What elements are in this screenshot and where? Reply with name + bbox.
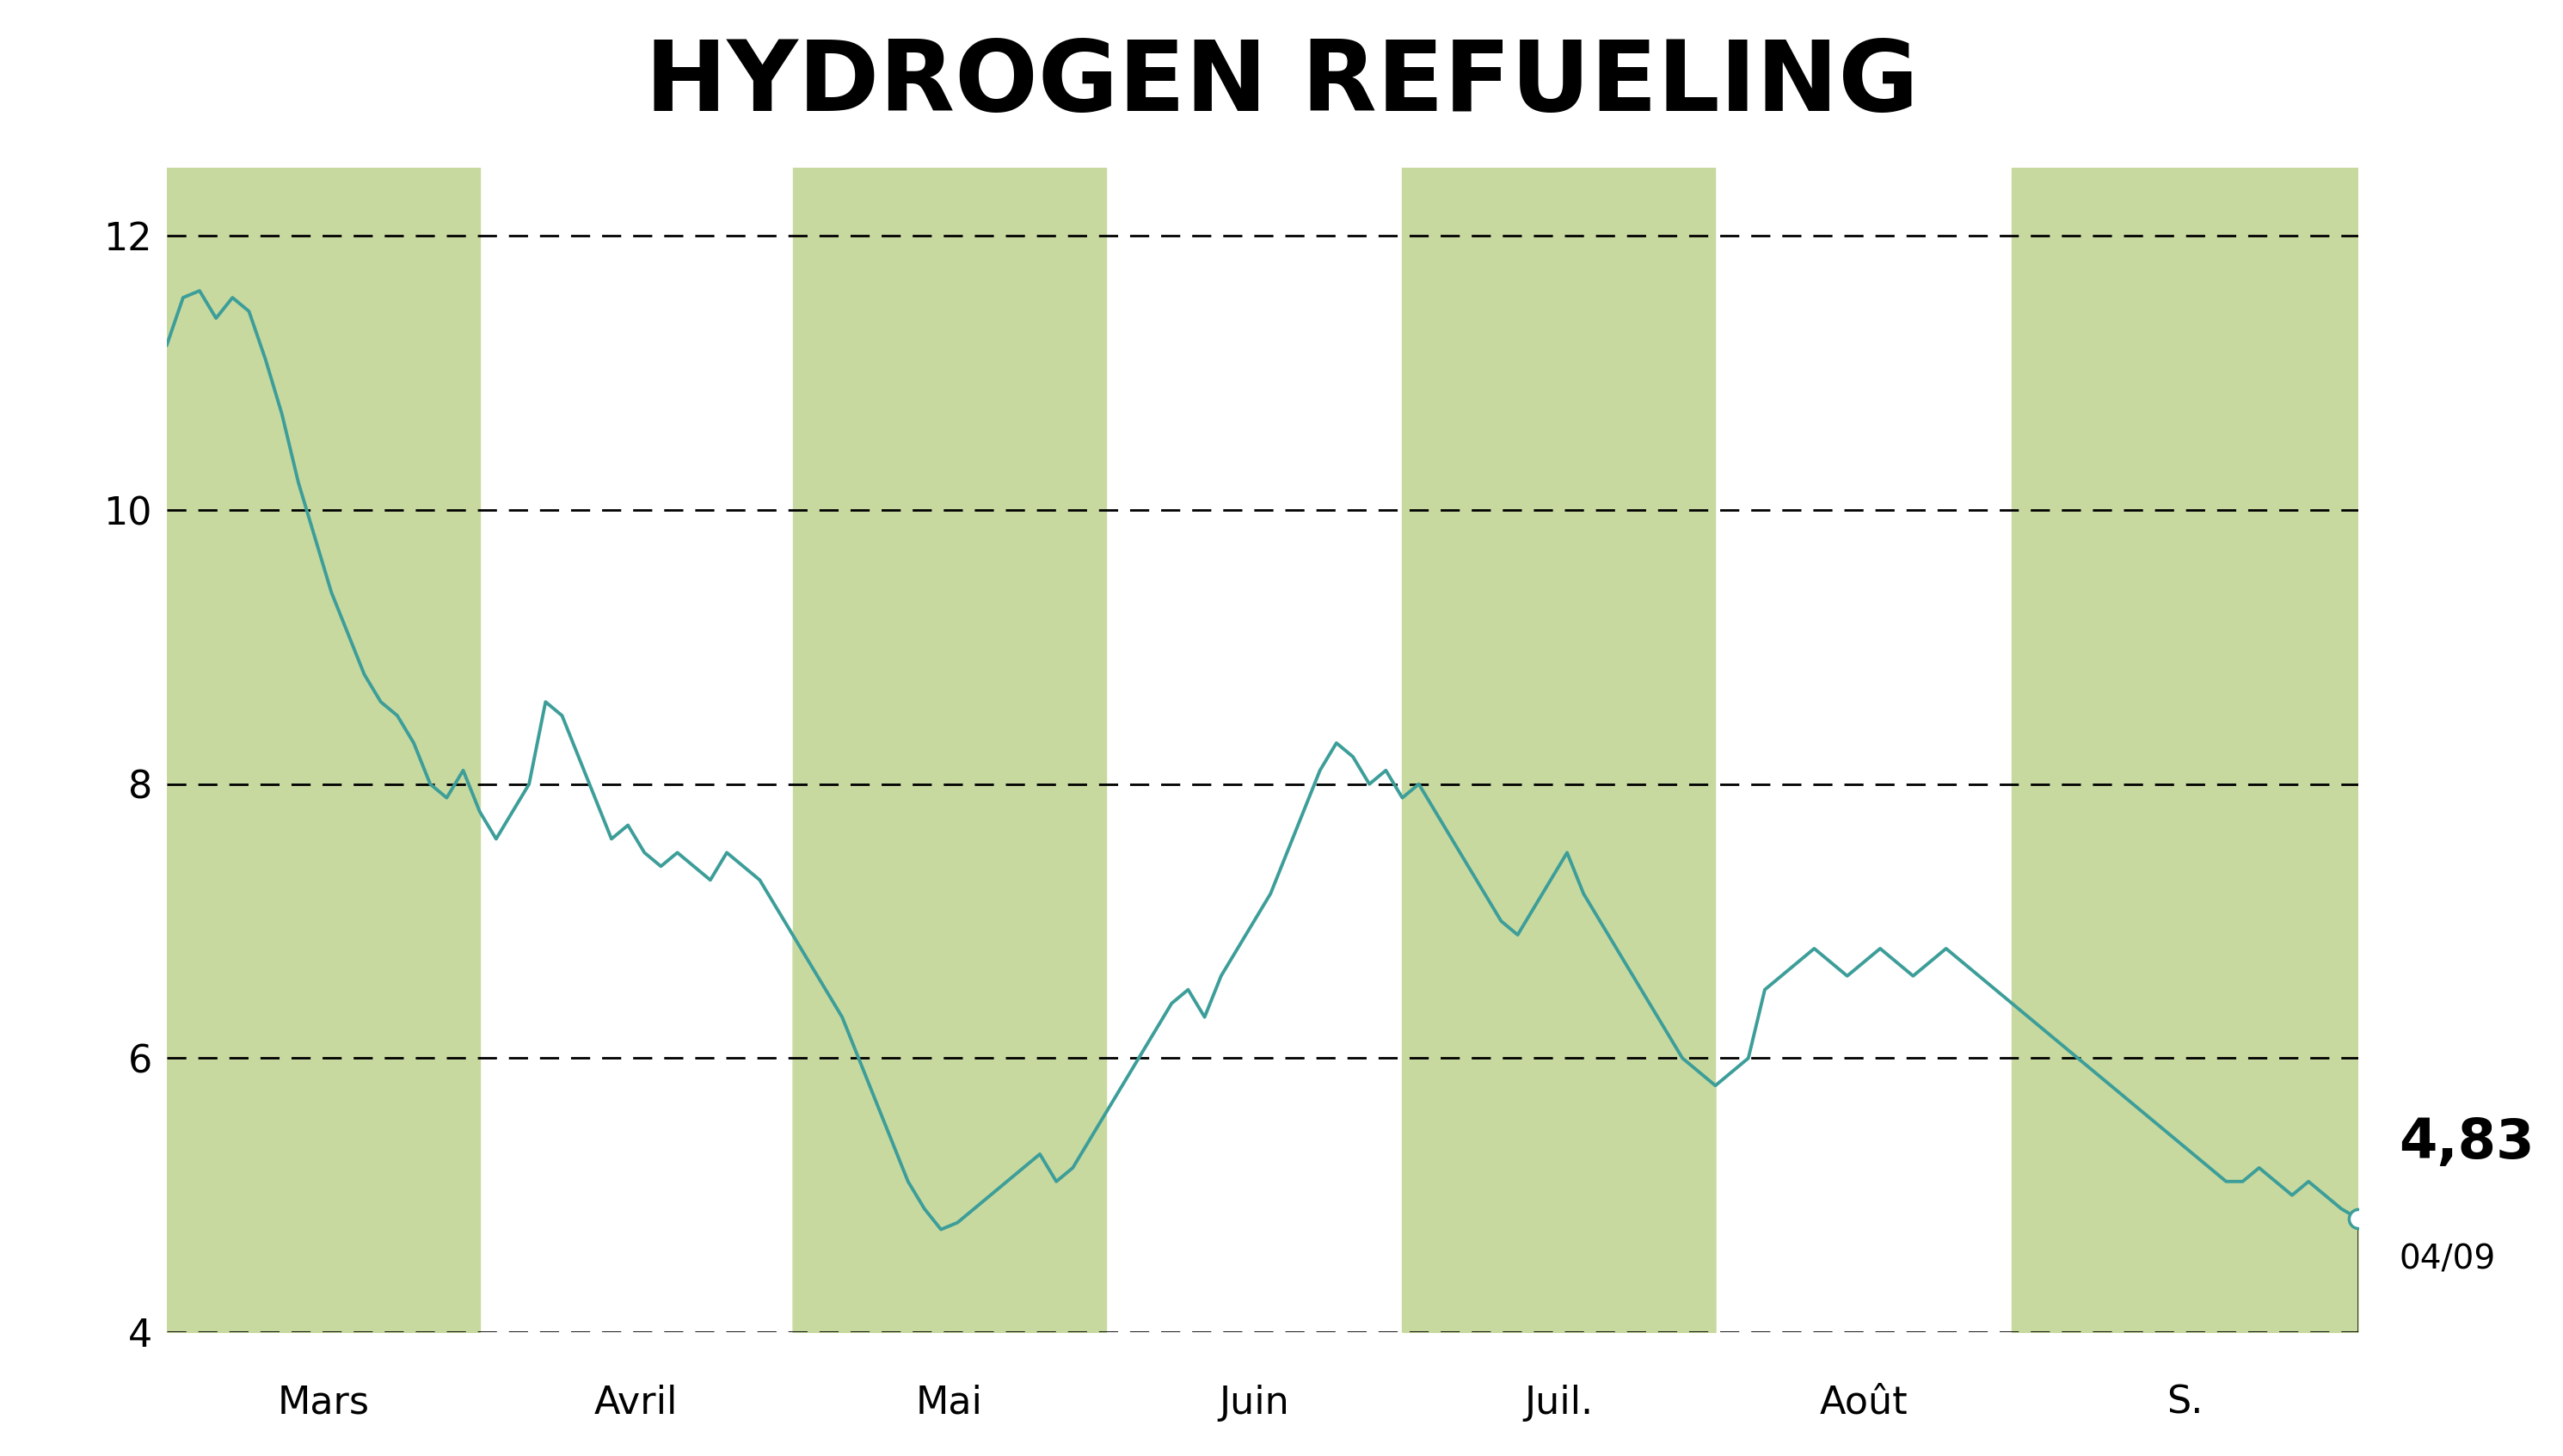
Bar <box>2012 167 2358 1332</box>
Text: 4,83: 4,83 <box>2399 1117 2535 1169</box>
Bar <box>1402 167 1715 1332</box>
Text: Mars: Mars <box>277 1385 369 1421</box>
Text: 04/09: 04/09 <box>2399 1243 2496 1275</box>
Text: Avril: Avril <box>595 1385 679 1421</box>
Text: S.: S. <box>2166 1385 2204 1421</box>
Text: Juin: Juin <box>1220 1385 1289 1421</box>
Text: HYDROGEN REFUELING: HYDROGEN REFUELING <box>646 36 1917 131</box>
Bar <box>167 167 479 1332</box>
Text: Août: Août <box>1820 1385 1907 1421</box>
Text: Juil.: Juil. <box>1525 1385 1594 1421</box>
Text: Mai: Mai <box>915 1385 982 1421</box>
Bar <box>792 167 1105 1332</box>
